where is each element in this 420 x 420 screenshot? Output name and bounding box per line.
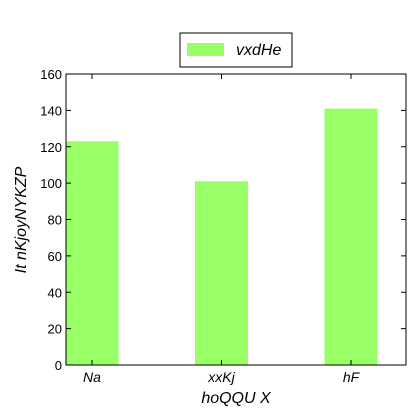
bars — [65, 108, 378, 366]
legend-swatch — [187, 43, 224, 56]
x-tick-labels: Na xxKj hF — [83, 369, 361, 385]
bar-na — [65, 141, 119, 365]
x-tick-label: hF — [343, 369, 361, 385]
bar-hf — [324, 108, 378, 366]
bar-xxkj — [195, 181, 248, 365]
y-tick-label: 60 — [48, 249, 62, 264]
y-tick-labels: 0 20 40 60 80 100 120 140 160 — [40, 67, 62, 373]
x-tick-label: xxKj — [207, 369, 235, 385]
legend: vxdHe — [179, 32, 293, 68]
x-axis-label: hoQQU X — [201, 390, 272, 407]
y-tick-label: 40 — [48, 285, 62, 300]
y-axis-label: It nKjoyNYKZP — [13, 166, 30, 273]
y-tick-label: 80 — [48, 213, 62, 228]
y-tick-label: 160 — [40, 67, 62, 82]
y-tick-label: 20 — [48, 322, 62, 337]
y-tick-label: 0 — [55, 358, 62, 373]
legend-label: vxdHe — [236, 42, 281, 59]
x-tick-label: Na — [83, 369, 101, 385]
plot-frame — [65, 73, 407, 366]
y-tick-label: 140 — [40, 103, 62, 118]
y-tick-label: 120 — [40, 140, 62, 155]
y-tick-label: 100 — [40, 176, 62, 191]
